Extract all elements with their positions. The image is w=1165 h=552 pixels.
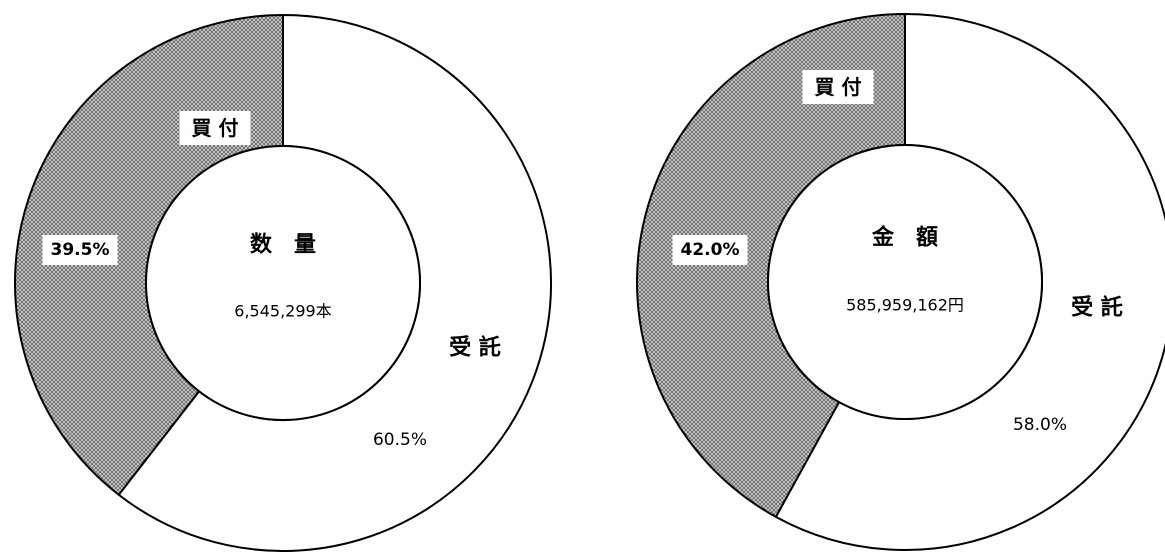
- slice-value-label: 60.5%: [373, 430, 427, 450]
- slice-label: 買 付: [192, 116, 239, 140]
- center-hole: [145, 145, 421, 421]
- center-total: 585,959,162円: [846, 296, 964, 315]
- slice-value-label: 39.5%: [51, 240, 110, 260]
- slice-label: 受 託: [449, 335, 501, 361]
- slice-value-label-group: 42.0%: [672, 235, 748, 265]
- center-hole: [767, 144, 1043, 420]
- slice-label-box: [802, 70, 874, 104]
- slice-label: 受 託: [1071, 295, 1123, 321]
- slice-label-group: 買 付: [179, 111, 251, 145]
- slice-value-label-box: [42, 235, 118, 265]
- donut-chart-2: 金 額 585,959,162円 受 託 58.0% 買 付 42.0%: [636, 12, 1165, 551]
- center-title: 金 額: [871, 225, 938, 251]
- slice-label-group: 買 付: [802, 70, 874, 104]
- slice-value-label-group: 39.5%: [42, 235, 118, 265]
- slice-value-label-box: [672, 235, 748, 265]
- center-total: 6,545,299本: [234, 302, 331, 321]
- slice-value-label: 58.0%: [1013, 415, 1067, 435]
- slice-label: 買 付: [815, 75, 862, 99]
- center-title: 数 量: [250, 232, 316, 258]
- slice-value-label: 42.0%: [681, 240, 740, 260]
- slice-label-box: [179, 111, 251, 145]
